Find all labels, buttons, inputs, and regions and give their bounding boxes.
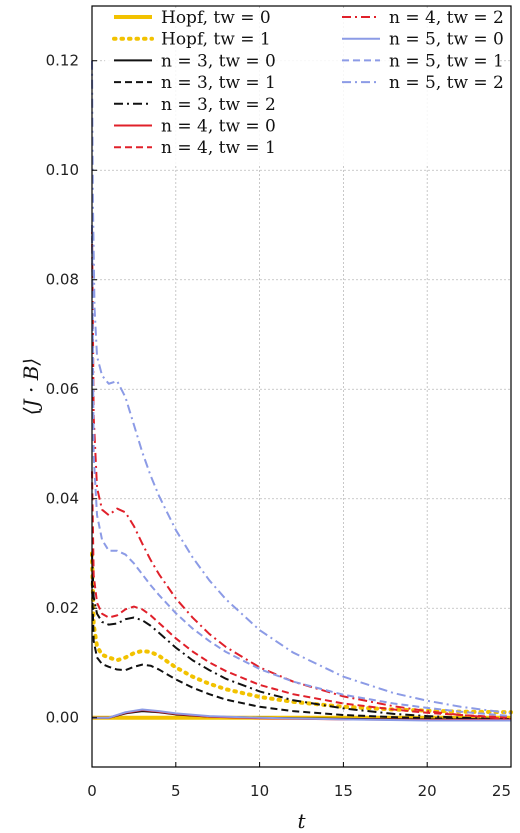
y-tick-label: 0.10 [46, 161, 79, 179]
legend-box [105, 9, 500, 166]
legend-entry-label: n = 5, tw = 1 [389, 51, 504, 71]
legend-entry-label: n = 4, tw = 2 [389, 8, 504, 28]
legend-entry-label: n = 3, tw = 0 [161, 51, 276, 71]
x-tick-label: 15 [334, 782, 353, 800]
legend-entry-label: n = 3, tw = 1 [161, 73, 276, 93]
legend-entry-label: n = 4, tw = 1 [161, 138, 276, 158]
y-tick-label: 0.00 [46, 709, 79, 727]
legend-entry-label: n = 4, tw = 0 [161, 117, 276, 137]
x-tick-label: 20 [418, 782, 437, 800]
x-axis-label: t [297, 809, 306, 833]
y-tick-label: 0.08 [46, 271, 79, 289]
y-tick-label: 0.06 [46, 380, 79, 398]
series-line-1 [90, 551, 513, 715]
x-tick-label: 0 [87, 782, 97, 800]
series-line-6 [91, 471, 512, 719]
x-tick-label: 5 [171, 782, 181, 800]
series-line-3 [91, 580, 512, 721]
y-tick-label: 0.04 [46, 490, 79, 508]
legend-entry-label: n = 5, tw = 0 [389, 30, 504, 50]
legend-entry-label: Hopf, tw = 0 [161, 8, 271, 28]
series-line-4 [91, 553, 512, 721]
x-tick-label: 10 [250, 782, 269, 800]
x-tick-label: 25 [492, 782, 511, 800]
ticks: 0 5 10 15 20 25 0.00 0.02 0.04 0.06 0.08 0.10 0.12 [46, 52, 512, 800]
series-line-10 [91, 60, 512, 715]
legend-entry-label: Hopf, tw = 1 [161, 30, 271, 50]
series-line-7 [91, 224, 512, 721]
y-tick-label: 0.12 [46, 52, 79, 70]
legend-entry-label: n = 5, tw = 2 [389, 73, 504, 93]
y-axis-label: ⟨J · B⟩ [19, 358, 43, 415]
series-line-9 [91, 224, 512, 718]
y-tick-label: 0.02 [46, 599, 79, 617]
plot-frame [91, 5, 512, 768]
legend-entry-label: n = 3, tw = 2 [161, 95, 276, 115]
series-layer [90, 60, 513, 722]
series-line-8 [92, 708, 511, 722]
